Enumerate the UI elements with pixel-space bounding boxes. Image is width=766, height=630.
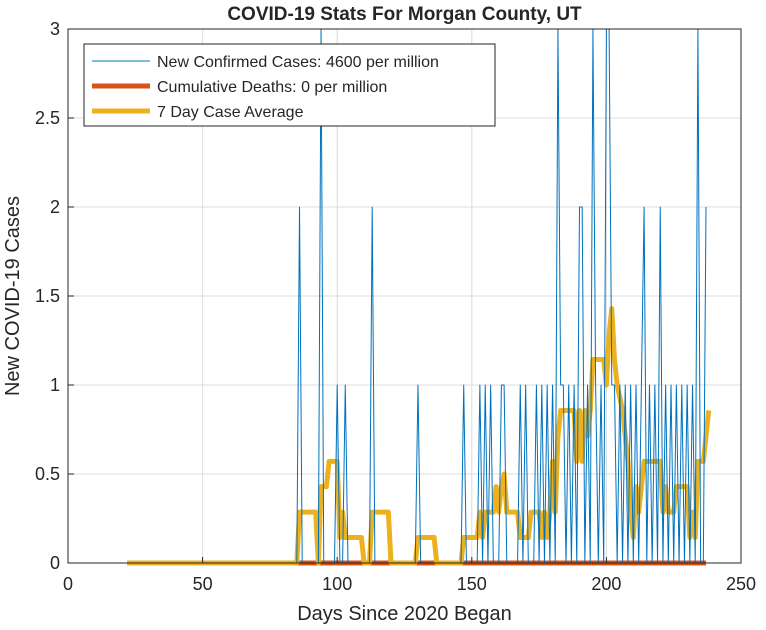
x-tick-label: 150 [457, 574, 487, 594]
y-tick-label: 1 [50, 375, 60, 395]
y-axis-label: New COVID-19 Cases [2, 196, 24, 396]
y-tick-label: 2 [50, 197, 60, 217]
x-axis-label: Days Since 2020 Began [297, 603, 512, 625]
legend: New Confirmed Cases: 4600 per million Cum… [83, 43, 496, 127]
legend-entry: New Confirmed Cases: 4600 per million [157, 54, 439, 71]
y-tick-label: 2.5 [35, 108, 60, 128]
y-tick-label: 0.5 [35, 464, 60, 484]
y-tick-label: 1.5 [35, 286, 60, 306]
x-tick-label: 100 [322, 574, 352, 594]
legend-entry: 7 Day Case Average [157, 104, 304, 121]
legend-box [83, 43, 496, 127]
x-tick-label: 200 [591, 574, 621, 594]
axis-ticks: 0 50 100 150 200 250 0 0.5 1 1.5 2 2.5 3 [35, 19, 756, 594]
new-cases-line [127, 28, 707, 564]
x-tick-label: 250 [726, 574, 756, 594]
y-tick-label: 0 [50, 553, 60, 573]
x-tick-label: 0 [63, 574, 73, 594]
chart-title: COVID-19 Stats For Morgan County, UT [227, 4, 582, 25]
x-tick-label: 50 [193, 574, 213, 594]
y-tick-label: 3 [50, 19, 60, 39]
legend-entry: Cumulative Deaths: 0 per million [157, 79, 387, 96]
